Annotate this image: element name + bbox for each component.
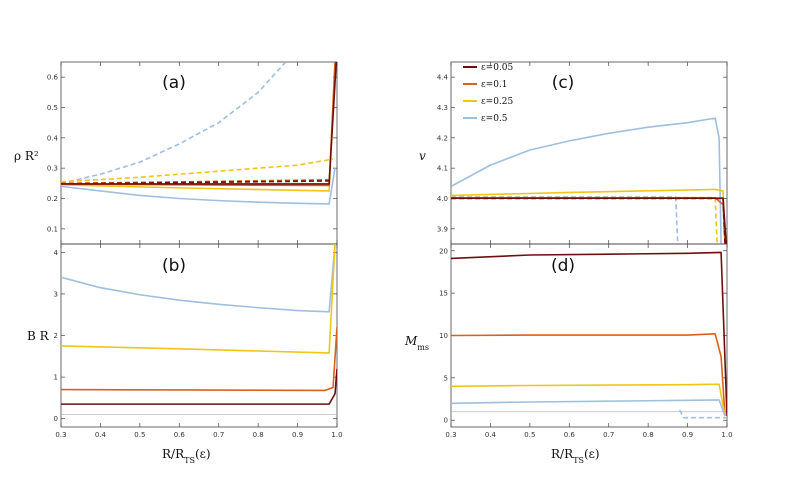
ytick-label-b-3: 3 xyxy=(54,290,58,298)
series-group-a xyxy=(61,62,337,205)
series-line-b-3 xyxy=(61,368,337,405)
series-line-d-1 xyxy=(451,333,726,417)
panel-label-b: (b) xyxy=(162,256,186,276)
xtick-label-d-5: 0.8 xyxy=(643,431,654,439)
series-line-a-6 xyxy=(61,62,336,187)
ytick-label-d-0: 0 xyxy=(444,417,448,425)
ytick-label-c-0: 3.9 xyxy=(437,225,448,233)
series-line-a-0 xyxy=(61,62,287,185)
xlabel-right-main: R/R xyxy=(551,447,574,461)
legend-label-eps01: ε=0.1 xyxy=(481,80,508,90)
xtick-label-b-6: 0.9 xyxy=(292,431,303,439)
xlabel-right-tail: (ε) xyxy=(584,447,600,461)
xtick-label-d-3: 0.6 xyxy=(564,431,576,439)
series-line-a-2 xyxy=(61,178,334,185)
series-line-a-7 xyxy=(61,62,337,185)
series-line-c-0 xyxy=(451,117,722,244)
ytick-label-c-3: 4.2 xyxy=(437,134,448,142)
xlabel-right-sub: TS xyxy=(573,456,584,465)
series-line-d-0 xyxy=(451,251,727,417)
ytick-label-a-0: 0.1 xyxy=(47,225,58,233)
ytick-label-a-4: 0.5 xyxy=(47,104,58,112)
xtick-label-b-5: 0.8 xyxy=(253,431,264,439)
panel-label-c: (c) xyxy=(552,73,575,93)
series-line-c-5 xyxy=(451,197,727,244)
series-line-b-2 xyxy=(61,327,337,392)
legend-label-eps05: ε=0.5 xyxy=(481,114,508,124)
ytick-label-b-0: 0 xyxy=(54,415,58,423)
ylabel-c: v xyxy=(419,149,426,163)
xtick-label-b-2: 0.5 xyxy=(134,431,145,439)
ytick-label-d-4: 20 xyxy=(439,247,448,255)
legend: ε=0.05 ε=0.1 ε=0.25 ε=0.5 xyxy=(463,63,514,124)
xlabel-left: R/RTS(ε) xyxy=(162,447,211,465)
series-line-c-1 xyxy=(451,196,679,244)
xlabel-left-tail: (ε) xyxy=(195,447,211,461)
xtick-label-b-4: 0.7 xyxy=(213,431,224,439)
plot-frame-a xyxy=(60,61,338,245)
series-group-c xyxy=(451,117,727,244)
ylabel-a: ρ R² xyxy=(14,149,39,163)
series-line-d-4 xyxy=(678,409,727,419)
ytick-label-a-5: 0.6 xyxy=(47,74,59,82)
panel-label-d: (d) xyxy=(551,256,575,276)
ytick-label-c-2: 4.1 xyxy=(437,165,448,173)
series-group-b xyxy=(61,244,337,405)
ytick-label-d-3: 15 xyxy=(439,290,448,298)
xtick-label-d-4: 0.7 xyxy=(603,431,614,439)
series-line-b-0 xyxy=(61,244,336,313)
series-line-b-1 xyxy=(61,244,336,354)
xtick-label-b-7: 1.0 xyxy=(331,431,342,439)
series-group-d xyxy=(451,251,727,419)
xtick-label-d-2: 0.5 xyxy=(524,431,535,439)
ytick-label-c-4: 4.3 xyxy=(437,104,448,112)
panel-d: 0 5 10 15 20 0.3 0.4 0.5 0.6 0.7 0.8 0.9 1.0 xyxy=(439,243,733,439)
xtick-label-b-3: 0.6 xyxy=(174,431,186,439)
xtick-label-d-1: 0.4 xyxy=(485,431,497,439)
xlabel-left-main: R/R xyxy=(162,447,185,461)
plot-frame-b xyxy=(60,243,338,428)
ytick-label-c-5: 4.4 xyxy=(437,74,449,82)
panel-a: 0.1 0.2 0.3 0.4 0.5 0.6 xyxy=(47,61,338,245)
xtick-label-d-6: 0.9 xyxy=(682,431,693,439)
panel-c: 3.9 4.0 4.1 4.2 4.3 4.4 xyxy=(437,61,728,245)
ytick-label-b-2: 2 xyxy=(54,332,58,340)
ytick-label-b-1: 1 xyxy=(54,374,58,382)
ytick-label-b-4: 4 xyxy=(54,249,59,257)
series-line-c-6 xyxy=(451,197,726,244)
xtick-label-d-0: 0.3 xyxy=(445,431,456,439)
ytick-label-a-3: 0.4 xyxy=(47,134,59,142)
series-line-d-3 xyxy=(451,399,726,417)
ytick-label-d-2: 10 xyxy=(439,332,448,340)
xtick-label-d-7: 1.0 xyxy=(721,431,732,439)
series-line-a-4 xyxy=(61,168,336,205)
xtick-label-b-1: 0.4 xyxy=(95,431,107,439)
ytick-label-d-1: 5 xyxy=(444,374,448,382)
legend-label-eps025: ε=0.25 xyxy=(481,97,514,107)
panel-b: 0 1 2 3 4 0.3 0.4 0.5 0.6 0.7 0.8 0.9 1.0 xyxy=(54,243,343,439)
series-line-a-1 xyxy=(61,158,334,183)
legend-label-eps005: ε=0.05 xyxy=(481,63,514,73)
series-line-a-3 xyxy=(61,180,334,185)
series-line-a-5 xyxy=(61,62,336,192)
xtick-label-b-0: 0.3 xyxy=(55,431,66,439)
xlabel-right: R/RTS(ε) xyxy=(551,447,600,465)
xlabel-left-sub: TS xyxy=(184,456,195,465)
ytick-label-a-1: 0.2 xyxy=(47,195,58,203)
ylabel-b: B R xyxy=(27,329,50,343)
ytick-label-a-2: 0.3 xyxy=(47,165,58,173)
panel-label-a: (a) xyxy=(162,73,186,93)
series-line-c-4 xyxy=(451,197,726,244)
series-line-d-2 xyxy=(451,383,726,417)
ylabel-d: Mms xyxy=(404,334,429,352)
ytick-label-c-1: 4.0 xyxy=(437,195,448,203)
